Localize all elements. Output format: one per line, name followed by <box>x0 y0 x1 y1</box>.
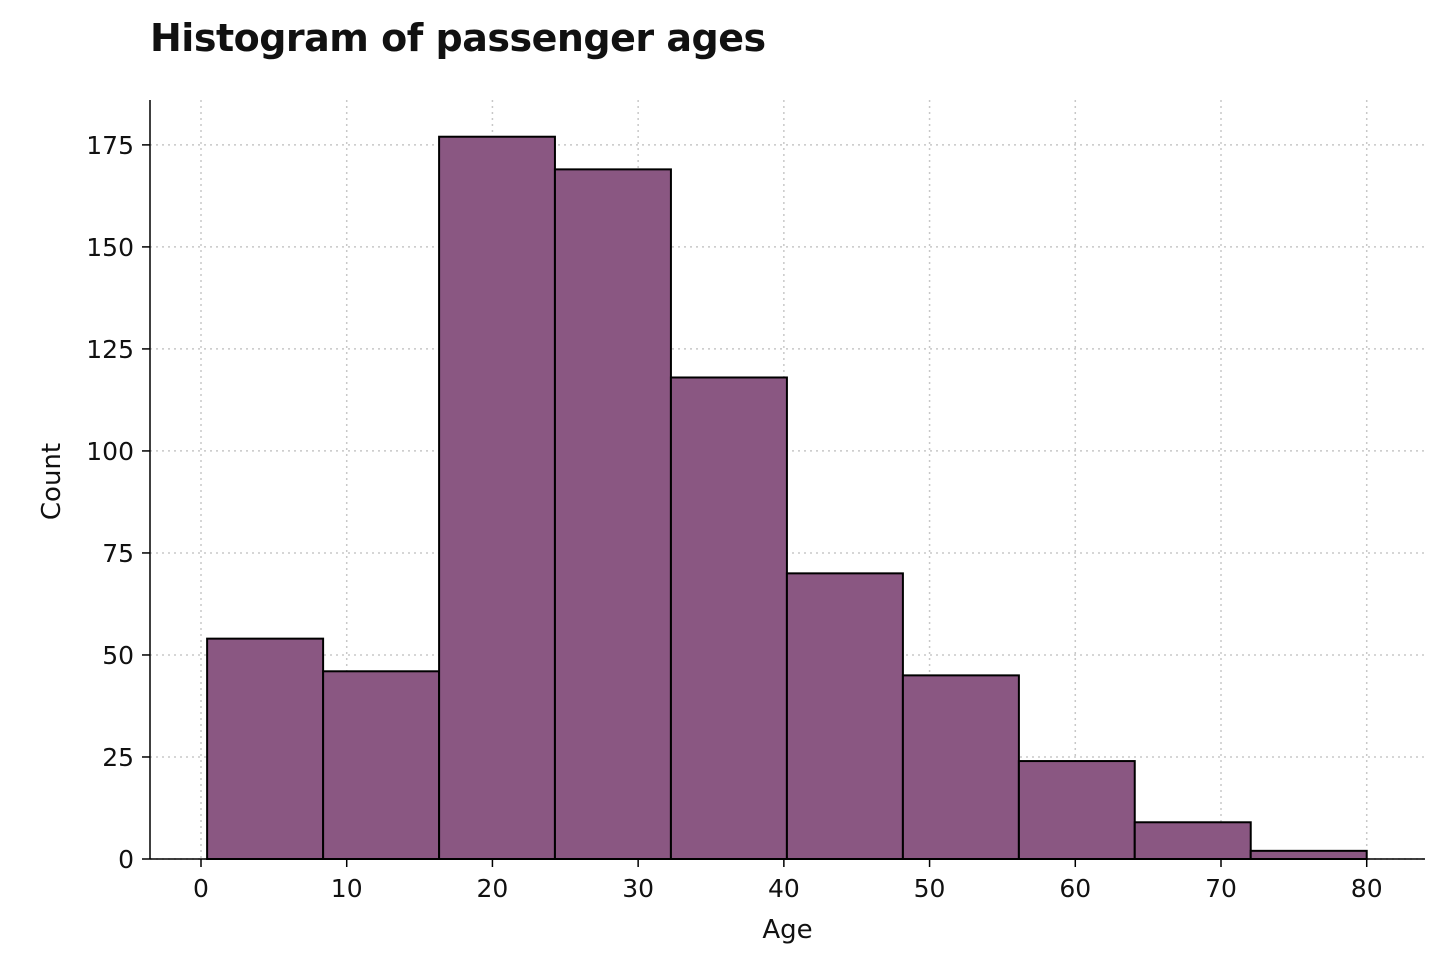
x-tick-label: 50 <box>914 874 946 903</box>
y-tick-label: 0 <box>118 845 134 874</box>
histogram-bar <box>785 572 904 861</box>
x-axis-ticks: 0 10 20 30 40 50 60 70 80 <box>193 859 1383 903</box>
x-tick-label: 30 <box>622 874 654 903</box>
y-tick-label: 125 <box>86 335 134 364</box>
histogram-bar <box>901 674 1020 860</box>
x-tick-label: 0 <box>193 874 209 903</box>
y-tick-label: 25 <box>102 743 134 772</box>
histogram-bar <box>206 637 325 860</box>
y-tick-label: 150 <box>86 233 134 262</box>
histogram-bar <box>669 376 788 860</box>
y-tick-label: 175 <box>86 131 134 160</box>
chart-title: Histogram of passenger ages <box>150 16 766 60</box>
histogram-bars <box>206 135 1368 861</box>
y-tick-label: 50 <box>102 641 134 670</box>
axes <box>149 100 1425 860</box>
x-tick-label: 60 <box>1059 874 1091 903</box>
histogram-bar <box>322 670 441 861</box>
x-tick-label: 70 <box>1205 874 1237 903</box>
y-tick-label: 100 <box>86 437 134 466</box>
x-tick-label: 80 <box>1351 874 1383 903</box>
histogram-bar <box>553 168 672 860</box>
histogram-bar <box>1017 760 1136 860</box>
histogram-bar <box>438 135 556 860</box>
y-tick-label: 75 <box>102 539 134 568</box>
histogram-bar <box>1249 849 1368 860</box>
y-axis-label: Count <box>37 443 67 520</box>
x-tick-label: 10 <box>331 874 363 903</box>
histogram-bar <box>1133 821 1252 860</box>
x-tick-label: 40 <box>768 874 800 903</box>
y-axis-ticks: 0 25 50 75 100 125 150 175 <box>86 131 150 874</box>
x-tick-label: 20 <box>477 874 509 903</box>
x-axis-label: Age <box>762 915 812 945</box>
